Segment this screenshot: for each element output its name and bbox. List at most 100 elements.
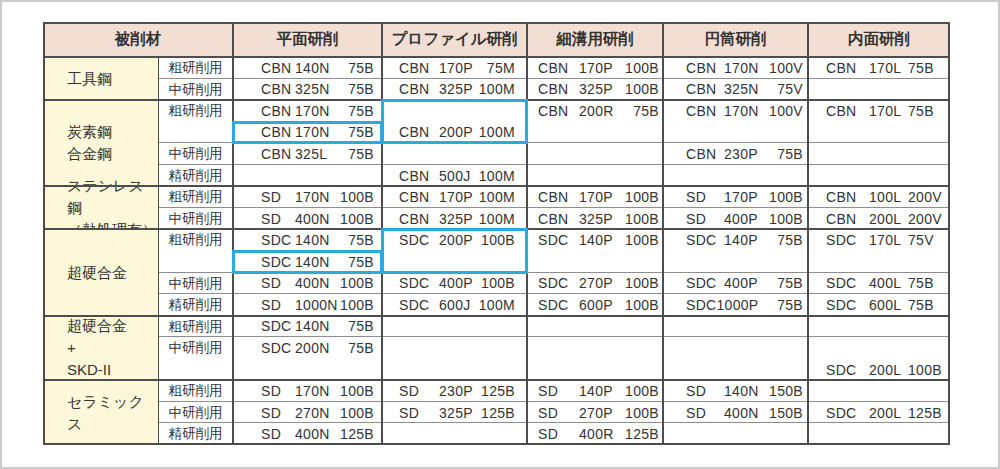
value-token: 200P [439, 232, 473, 248]
value-token: 100B [340, 297, 374, 313]
value-token: 200L [869, 405, 901, 421]
value-token: 170L [869, 103, 901, 119]
value-token: SD [538, 405, 558, 421]
value-text: CBN500J100M [382, 165, 527, 187]
value-cell: SD400P100B [663, 208, 808, 230]
value-token: 170N [295, 189, 330, 205]
value-token: SDC [261, 254, 291, 270]
value-cell: CBN140N75B [233, 57, 382, 79]
value-text: SD170N100B [233, 380, 382, 402]
value-text: SDC200L125B [808, 402, 950, 424]
value-token: SD [399, 405, 419, 421]
value-token: 100B [340, 211, 374, 227]
material-label: 炭素鋼 [67, 121, 158, 143]
grind-type-cell: 中研削用 [158, 337, 233, 380]
value-cell: CBN170L75B [808, 57, 950, 79]
value-token: 100V [769, 103, 803, 119]
value-cell: CBN170P100B [527, 57, 663, 79]
column-divider [526, 22, 527, 445]
value-token: 1000N [295, 297, 338, 313]
material-label: 超硬合金 [67, 262, 158, 284]
value-text: CBN325P100M [382, 208, 527, 230]
value-token: 150B [769, 383, 803, 399]
value-token: 170N [295, 124, 330, 140]
value-token: 100M [479, 211, 515, 227]
value-token: SDC [399, 275, 429, 291]
value-text: CBN325N75V [663, 79, 808, 101]
value-text: SD230P125B [382, 380, 527, 402]
value-token: CBN [538, 103, 568, 119]
value-text: CBN230P75B [663, 143, 808, 165]
value-cell: SD400R125B [527, 423, 663, 445]
grind-type-label: 中研削用 [158, 208, 233, 230]
value-cell: SD170N100B [233, 186, 382, 208]
material-label: セラミックス [67, 391, 158, 435]
value-cell: CBN325L75B [233, 143, 382, 165]
value-cell: SDC 400P 75B [663, 273, 808, 295]
value-token: 75B [777, 146, 803, 162]
value-token: 140P [579, 383, 613, 399]
value-cell: SDC170L75V [808, 229, 950, 272]
value-text: CBN170N100V [663, 57, 808, 79]
value-cell [808, 380, 950, 402]
value-text: CBN170P75M [382, 57, 527, 79]
value-cell: SD1000N100B [233, 294, 382, 316]
value-cell: SDC600J100M [382, 294, 527, 316]
value-token: 100B [625, 405, 659, 421]
value-text: SD270P100B [527, 402, 663, 424]
value-token: 170N [295, 383, 330, 399]
table-border-left [43, 22, 45, 445]
table-border-right [948, 22, 950, 445]
value-token: 100B [769, 189, 803, 205]
value-text: SD270N100B [233, 402, 382, 424]
value-token: SDC [826, 405, 856, 421]
value-token: CBN [686, 146, 716, 162]
grind-type-label: 中研削用 [158, 273, 233, 295]
value-token: 400P [724, 275, 758, 291]
value-cell: CBN170P75M [382, 57, 527, 79]
value-token: SDC1000P [686, 297, 758, 313]
grind-type-cell: 中研削用 [158, 79, 233, 101]
value-token: SDC [826, 232, 856, 248]
value-token: 325N [724, 81, 759, 97]
value-token: SDC [538, 232, 568, 248]
value-token: SDC [686, 275, 716, 291]
value-cell: CBN170P100M [382, 186, 527, 208]
value-text: CBN140N75B [233, 57, 382, 79]
value-cell: SD325P125B [382, 402, 527, 424]
value-text: CBN325L75B [233, 143, 382, 165]
value-token: 75B [777, 275, 803, 291]
value-text: CBN170N75B [233, 122, 382, 144]
value-token: 325P [439, 81, 473, 97]
value-cell: SD400N100B [233, 208, 382, 230]
section-divider [43, 185, 950, 187]
value-text: SDC170L75V [808, 229, 950, 251]
grind-type-cell: 粗研削用 [158, 229, 233, 272]
value-text: SDC140P75B [663, 229, 808, 251]
value-token: 230P [439, 383, 473, 399]
value-text: CBN170N100V [663, 100, 808, 122]
value-text: SDC200L100B [808, 359, 950, 381]
value-token: 170P [439, 189, 473, 205]
value-token: SD [261, 426, 281, 442]
value-token: SDC [261, 318, 291, 334]
value-cell: SD230P125B [382, 380, 527, 402]
header-col-label: プロファイル研削 [391, 29, 517, 50]
value-token: 200P [439, 124, 473, 140]
value-token: 100B [908, 362, 942, 378]
value-token: SDC [826, 275, 856, 291]
value-token: CBN [261, 146, 291, 162]
value-token: SDC [686, 232, 716, 248]
material-label: 工具鋼 [67, 68, 158, 90]
value-cell: SDC400L75B [808, 273, 950, 295]
value-text: CBN170L75B [808, 57, 950, 79]
value-token: 75B [777, 297, 803, 313]
grind-type-label: 精研削用 [158, 423, 233, 445]
value-text: CBN200L200V [808, 208, 950, 230]
header-col-label: 円筒研削 [705, 29, 767, 50]
value-token: 200V [908, 189, 942, 205]
value-token: 200R [579, 103, 614, 119]
value-cell: CBN325N75B [233, 79, 382, 101]
value-cell: CBN325P100M [382, 208, 527, 230]
value-text: CBN200P100M [382, 122, 527, 144]
